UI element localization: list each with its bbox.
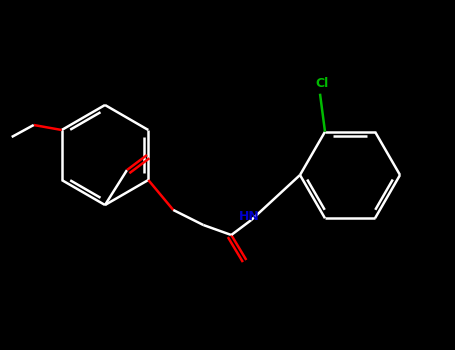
Text: Cl: Cl — [315, 77, 329, 90]
Text: HN: HN — [239, 210, 260, 223]
